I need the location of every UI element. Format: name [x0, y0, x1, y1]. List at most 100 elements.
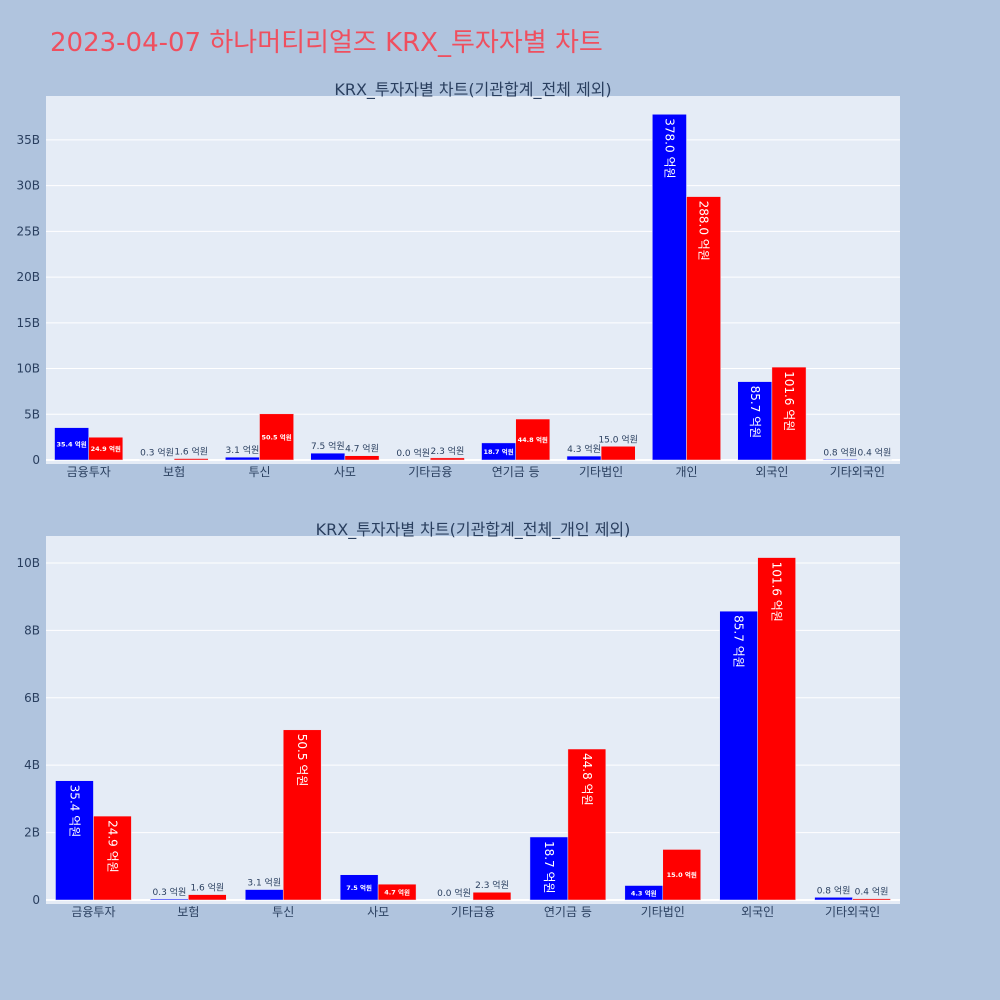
data-label: 1.6 억원 [190, 882, 224, 894]
x-tick-label: 금융투자 [67, 465, 111, 479]
data-label: 288.0 억원 [697, 201, 711, 261]
data-label: 0.0 억원 [437, 887, 471, 899]
bar [150, 898, 189, 901]
data-label: 35.4 억원 [67, 785, 81, 838]
bar [757, 557, 796, 901]
bar [814, 897, 853, 901]
data-label: 4.3 억원 [631, 888, 657, 897]
chart-1-title: KRX_투자자별 차트(기관합계_전체 제외) [334, 80, 611, 100]
data-label: 35.4 억원 [56, 439, 86, 448]
data-label: 0.4 억원 [858, 447, 892, 459]
x-tick-label: 금융투자 [71, 905, 115, 919]
data-label: 85.7 억원 [732, 615, 746, 668]
x-tick-label: 외국인 [741, 905, 774, 919]
bar [515, 418, 551, 461]
y-tick-label: 5B [24, 407, 40, 421]
y-tick-label: 25B [16, 224, 40, 238]
bar [245, 889, 284, 901]
y-tick-label: 8B [24, 623, 40, 637]
bar [93, 815, 132, 901]
x-tick-label: 연기금 등 [492, 465, 540, 479]
x-tick-label: 사모 [367, 905, 389, 919]
bar [282, 729, 322, 901]
data-label: 24.9 억원 [91, 444, 121, 453]
bar [55, 780, 94, 901]
x-tick-label: 기타외국인 [825, 905, 880, 919]
x-tick-label: 연기금 등 [544, 905, 592, 919]
data-label: 1.6 억원 [174, 446, 208, 458]
bar [566, 455, 602, 461]
bar [662, 849, 701, 901]
bar [852, 898, 891, 901]
bar [88, 436, 124, 461]
bar [822, 459, 858, 461]
data-label: 15.0 억원 [598, 433, 637, 445]
x-tick-label: 투신 [272, 905, 294, 919]
data-label: 85.7 억원 [748, 386, 762, 439]
bar [173, 458, 209, 461]
x-tick-label: 외국인 [755, 465, 788, 479]
bar [737, 381, 773, 461]
y-tick-label: 15B [16, 316, 40, 330]
data-label: 0.0 억원 [396, 447, 430, 459]
x-tick-label: 기타금융 [408, 465, 452, 479]
y-tick-label: 35B [16, 133, 40, 147]
x-tick-label: 기타법인 [641, 905, 685, 919]
y-tick-label: 30B [16, 179, 40, 193]
data-label: 0.4 억원 [855, 886, 889, 898]
y-tick-label: 0 [32, 893, 40, 907]
bar [472, 891, 512, 901]
x-tick-label: 보험 [177, 905, 199, 919]
bar [600, 446, 636, 461]
bar [188, 894, 227, 901]
x-tick-label: 사모 [334, 465, 356, 479]
data-label: 4.7 억원 [345, 443, 379, 455]
bar [686, 196, 721, 461]
bar [430, 457, 465, 461]
chart-1: 0 5B 10B 15B 20B 25B 30B 35B 금융투자 35.4 억원 24.9 억원보… [16, 114, 900, 479]
x-tick-label: 투신 [248, 465, 270, 479]
x-tick-label: 기타외국인 [830, 465, 885, 479]
y-tick-label: 6B [24, 691, 40, 705]
chart-2-title: KRX_투자자별 차트(기관합계_전체_개인 제외) [316, 520, 631, 540]
bar [719, 610, 758, 901]
data-label: 0.3 억원 [152, 886, 186, 898]
data-label: 0.3 억원 [140, 447, 174, 459]
y-tick-label: 4B [24, 758, 40, 772]
y-tick-label: 10B [16, 556, 40, 570]
data-label: 50.5 억원 [295, 734, 309, 787]
y-tick-label: 10B [16, 362, 40, 376]
bar [310, 452, 346, 461]
x-tick-label: 기타금융 [451, 905, 495, 919]
x-tick-label: 기타법인 [579, 465, 623, 479]
data-label: 7.5 억원 [311, 440, 345, 452]
data-label: 0.8 억원 [817, 884, 851, 896]
data-label: 24.9 억원 [105, 820, 119, 873]
data-label: 101.6 억원 [770, 562, 784, 622]
bar [259, 413, 294, 461]
data-label: 3.1 억원 [226, 444, 260, 456]
x-tick-label: 개인 [675, 465, 697, 479]
data-label: 2.3 억원 [475, 879, 509, 891]
bar [652, 114, 687, 461]
page-title: 2023-04-07 하나머티리얼즈 KRX_투자자별 차트 [50, 28, 603, 58]
data-label: 4.3 억원 [567, 443, 601, 455]
bar [377, 883, 417, 901]
data-label: 2.3 억원 [431, 445, 465, 457]
data-label: 18.7 억원 [542, 841, 556, 894]
bar [771, 366, 807, 461]
y-tick-label: 2B [24, 826, 40, 840]
bar [225, 456, 260, 461]
y-tick-label: 0 [32, 453, 40, 467]
data-label: 101.6 억원 [782, 371, 796, 431]
data-label: 7.5 억원 [346, 883, 372, 892]
y-tick-label: 20B [16, 270, 40, 284]
data-label: 0.8 억원 [823, 446, 857, 458]
bar [339, 874, 379, 901]
x-tick-label: 보험 [163, 465, 185, 479]
bar [344, 455, 380, 461]
data-label: 44.8 억원 [580, 753, 594, 806]
